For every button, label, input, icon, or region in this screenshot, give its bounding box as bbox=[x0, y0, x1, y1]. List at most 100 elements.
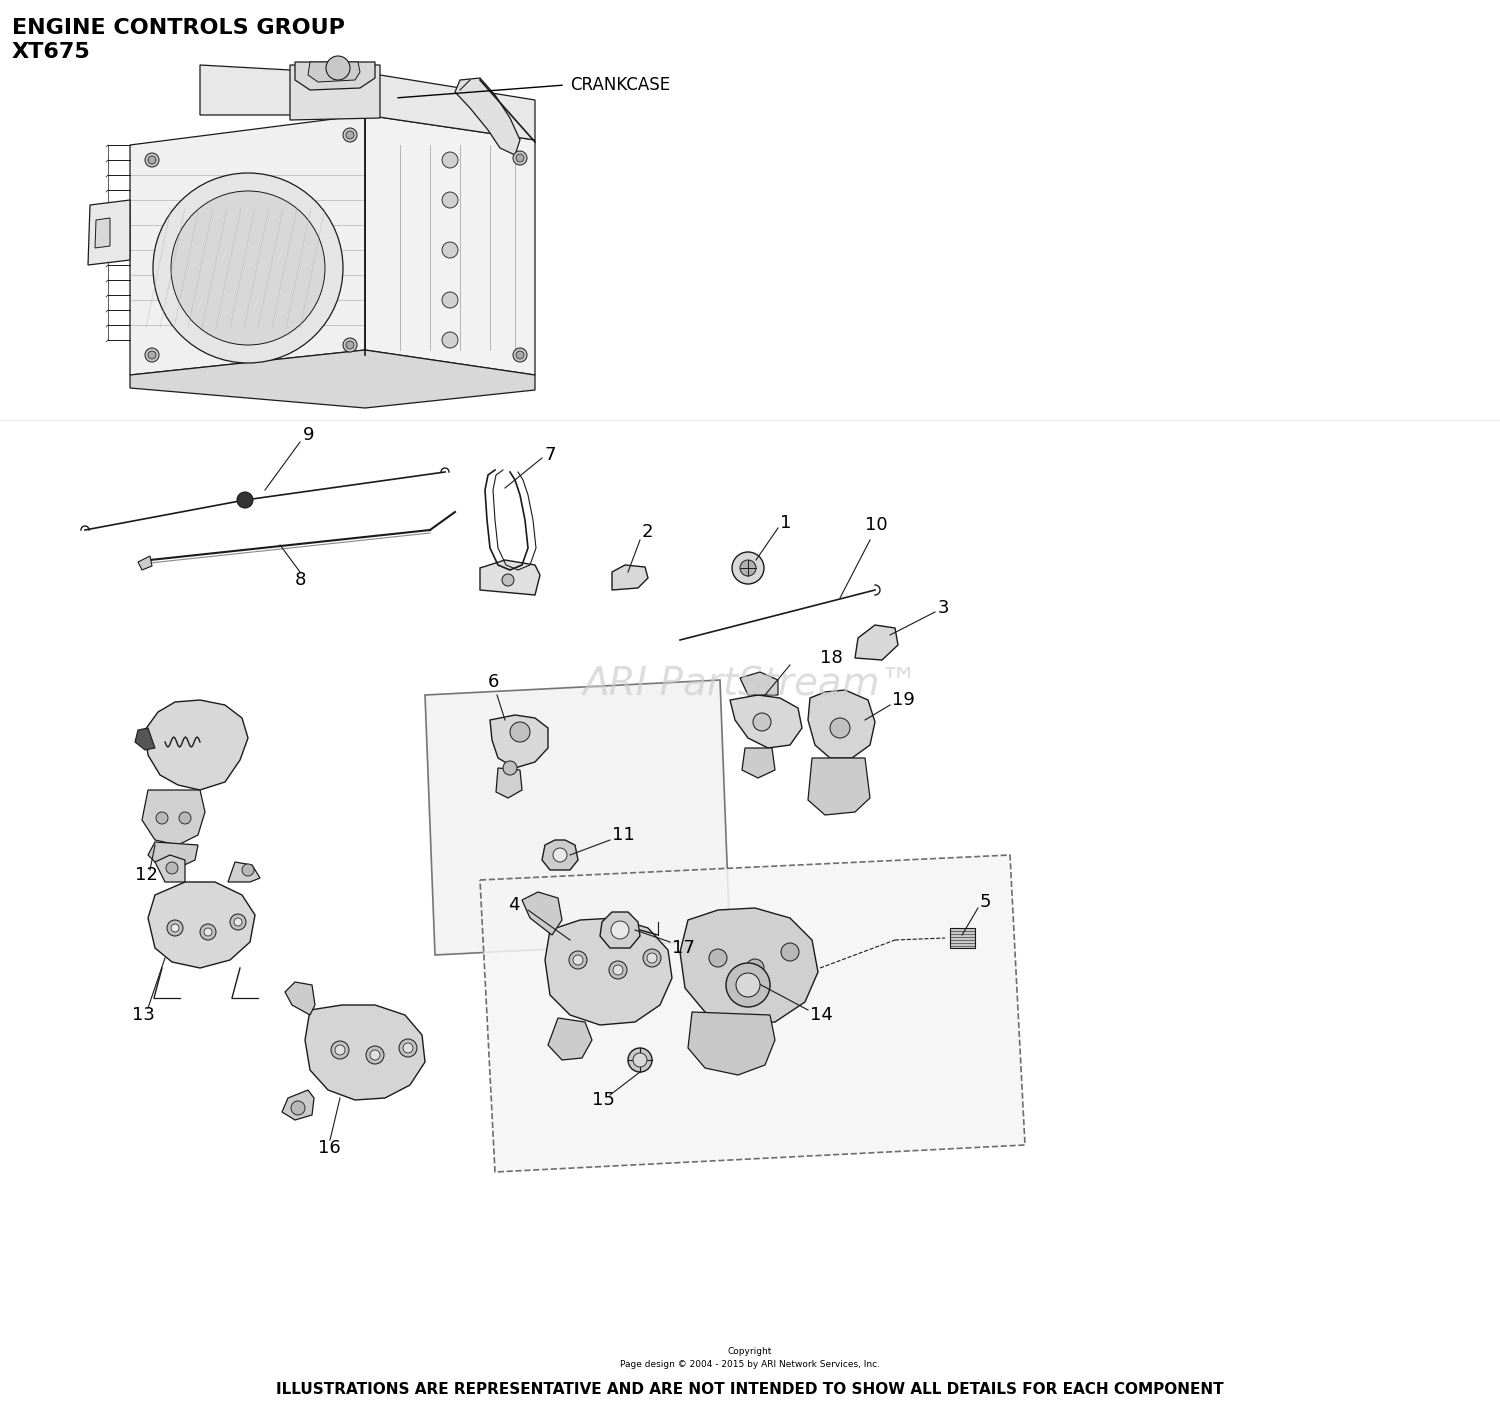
Circle shape bbox=[644, 950, 662, 967]
Polygon shape bbox=[290, 65, 380, 120]
Circle shape bbox=[513, 151, 526, 165]
Polygon shape bbox=[88, 200, 130, 265]
Polygon shape bbox=[480, 855, 1024, 1173]
Text: 18: 18 bbox=[821, 649, 843, 667]
Circle shape bbox=[573, 955, 584, 965]
Circle shape bbox=[346, 131, 354, 140]
Circle shape bbox=[399, 1038, 417, 1057]
Polygon shape bbox=[600, 912, 640, 948]
Text: 11: 11 bbox=[612, 825, 634, 844]
Polygon shape bbox=[424, 680, 730, 955]
Circle shape bbox=[153, 174, 344, 363]
Circle shape bbox=[710, 950, 728, 967]
Text: XT675: XT675 bbox=[12, 42, 90, 62]
Circle shape bbox=[610, 921, 628, 938]
Text: ARI PartStream™: ARI PartStream™ bbox=[582, 666, 918, 704]
Circle shape bbox=[344, 128, 357, 143]
Polygon shape bbox=[454, 78, 520, 155]
Circle shape bbox=[782, 943, 800, 961]
Polygon shape bbox=[522, 892, 562, 935]
Text: 7: 7 bbox=[544, 446, 556, 464]
Circle shape bbox=[554, 848, 567, 862]
Circle shape bbox=[171, 924, 178, 933]
Polygon shape bbox=[130, 116, 364, 375]
Circle shape bbox=[442, 243, 458, 258]
Polygon shape bbox=[296, 62, 375, 90]
Polygon shape bbox=[688, 1012, 776, 1075]
Text: 1: 1 bbox=[780, 514, 792, 532]
Circle shape bbox=[442, 152, 458, 168]
Circle shape bbox=[370, 1050, 380, 1060]
Circle shape bbox=[633, 1053, 646, 1067]
Polygon shape bbox=[548, 1017, 592, 1060]
Circle shape bbox=[171, 190, 326, 346]
Circle shape bbox=[503, 574, 515, 586]
Circle shape bbox=[732, 552, 764, 584]
Polygon shape bbox=[148, 842, 198, 868]
Text: 8: 8 bbox=[296, 571, 306, 588]
Circle shape bbox=[740, 560, 756, 576]
Polygon shape bbox=[285, 982, 315, 1015]
Circle shape bbox=[726, 962, 770, 1007]
Polygon shape bbox=[142, 790, 206, 845]
Circle shape bbox=[628, 1048, 652, 1072]
Circle shape bbox=[146, 349, 159, 363]
Text: 17: 17 bbox=[672, 938, 694, 957]
Circle shape bbox=[366, 1046, 384, 1064]
Polygon shape bbox=[200, 65, 536, 140]
Circle shape bbox=[166, 920, 183, 935]
Polygon shape bbox=[304, 1005, 424, 1101]
Circle shape bbox=[568, 951, 586, 969]
Circle shape bbox=[242, 864, 254, 876]
Circle shape bbox=[516, 154, 524, 162]
Circle shape bbox=[200, 924, 216, 940]
Polygon shape bbox=[808, 690, 874, 758]
Circle shape bbox=[178, 811, 190, 824]
Circle shape bbox=[442, 292, 458, 308]
Polygon shape bbox=[950, 928, 975, 948]
Circle shape bbox=[404, 1043, 412, 1053]
Text: 4: 4 bbox=[509, 896, 519, 914]
Polygon shape bbox=[148, 882, 255, 968]
Circle shape bbox=[753, 713, 771, 731]
Circle shape bbox=[326, 56, 350, 80]
Text: ILLUSTRATIONS ARE REPRESENTATIVE AND ARE NOT INTENDED TO SHOW ALL DETAILS FOR EA: ILLUSTRATIONS ARE REPRESENTATIVE AND ARE… bbox=[276, 1383, 1224, 1397]
Text: 10: 10 bbox=[865, 516, 888, 533]
Polygon shape bbox=[146, 700, 248, 790]
Circle shape bbox=[204, 928, 212, 935]
Circle shape bbox=[346, 341, 354, 349]
Polygon shape bbox=[808, 758, 870, 816]
Circle shape bbox=[442, 192, 458, 207]
Circle shape bbox=[230, 914, 246, 930]
Circle shape bbox=[646, 952, 657, 962]
Polygon shape bbox=[154, 855, 184, 882]
Circle shape bbox=[334, 1046, 345, 1055]
Circle shape bbox=[146, 152, 159, 166]
Polygon shape bbox=[480, 560, 540, 595]
Circle shape bbox=[513, 349, 526, 363]
Circle shape bbox=[614, 965, 622, 975]
Polygon shape bbox=[855, 625, 898, 660]
Circle shape bbox=[332, 1041, 350, 1060]
Circle shape bbox=[291, 1101, 304, 1115]
Circle shape bbox=[830, 718, 850, 738]
Text: CRANKCASE: CRANKCASE bbox=[570, 76, 670, 95]
Text: 12: 12 bbox=[135, 866, 158, 885]
Polygon shape bbox=[135, 728, 154, 751]
Text: 14: 14 bbox=[810, 1006, 832, 1024]
Circle shape bbox=[156, 811, 168, 824]
Polygon shape bbox=[138, 556, 152, 570]
Circle shape bbox=[344, 339, 357, 351]
Polygon shape bbox=[680, 909, 818, 1024]
Circle shape bbox=[609, 961, 627, 979]
Text: 13: 13 bbox=[132, 1006, 154, 1024]
Text: 15: 15 bbox=[592, 1091, 615, 1109]
Circle shape bbox=[503, 761, 518, 775]
Text: 3: 3 bbox=[938, 600, 950, 617]
Polygon shape bbox=[544, 919, 672, 1024]
Text: 6: 6 bbox=[488, 673, 500, 691]
Polygon shape bbox=[730, 696, 802, 748]
Polygon shape bbox=[742, 748, 776, 777]
Polygon shape bbox=[740, 672, 778, 696]
Text: 19: 19 bbox=[892, 691, 915, 708]
